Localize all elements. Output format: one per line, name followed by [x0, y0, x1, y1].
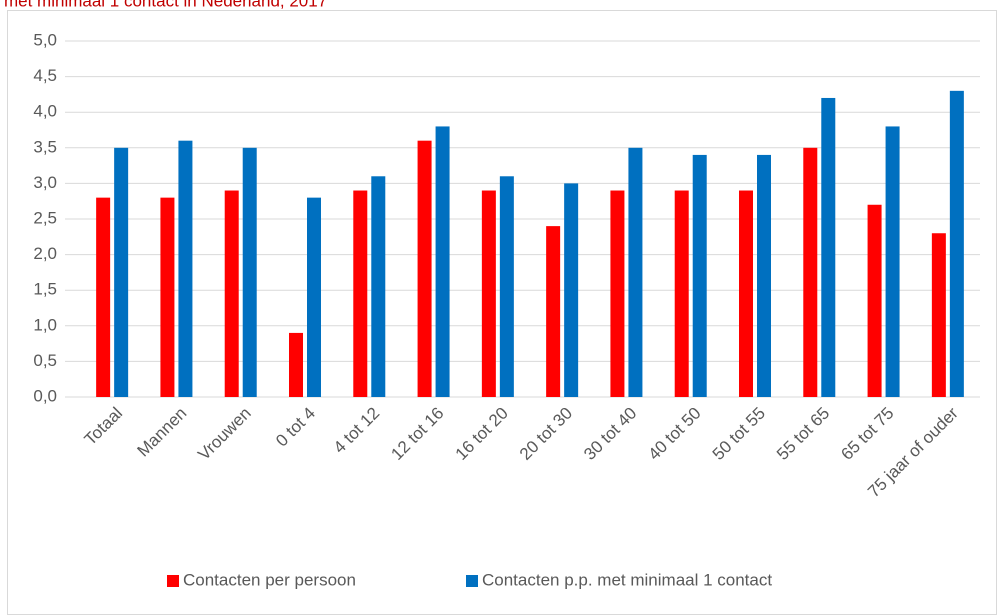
- bar: [417, 140, 432, 397]
- bar: [931, 233, 946, 397]
- bar: [564, 183, 579, 397]
- bar: [499, 176, 514, 397]
- y-tick-label: 1,5: [33, 280, 57, 299]
- bar: [178, 140, 193, 397]
- y-tick-label: 1,0: [33, 315, 57, 334]
- bar: [96, 197, 111, 397]
- bar: [610, 190, 625, 397]
- y-tick-label: 0,0: [33, 386, 57, 405]
- bar: [628, 147, 643, 397]
- bar: [371, 176, 386, 397]
- bar: [160, 197, 175, 397]
- bar: [949, 90, 964, 397]
- bar: [242, 147, 257, 397]
- bar: [481, 190, 496, 397]
- y-tick-label: 2,5: [33, 208, 57, 227]
- legend-swatch: [466, 575, 478, 587]
- bar: [692, 154, 707, 397]
- y-tick-label: 2,0: [33, 244, 57, 263]
- chart-title: met minimaal 1 contact in Nederland, 201…: [4, 0, 327, 10]
- bar: [546, 226, 561, 397]
- bar: [867, 204, 882, 397]
- bar: [435, 126, 450, 397]
- bar: [289, 332, 303, 397]
- bar: [224, 190, 239, 397]
- bar: [885, 126, 900, 397]
- y-tick-label: 3,5: [33, 137, 57, 156]
- y-tick-label: 3,0: [33, 173, 57, 192]
- bar: [114, 147, 129, 397]
- y-tick-label: 0,5: [33, 351, 57, 370]
- y-tick-label: 4,5: [33, 66, 57, 85]
- y-tick-label: 4,0: [33, 102, 57, 121]
- legend-label: Contacten p.p. met minimaal 1 contact: [482, 570, 772, 589]
- bar: [307, 197, 321, 397]
- legend-swatch: [167, 575, 179, 587]
- bar: [353, 190, 368, 397]
- y-tick-label: 5,0: [33, 30, 57, 49]
- bar: [739, 190, 753, 397]
- legend-label: Contacten per persoon: [183, 570, 356, 589]
- bar: [757, 154, 771, 397]
- bar: [821, 97, 836, 398]
- bar: [803, 147, 818, 397]
- bar: [674, 190, 689, 397]
